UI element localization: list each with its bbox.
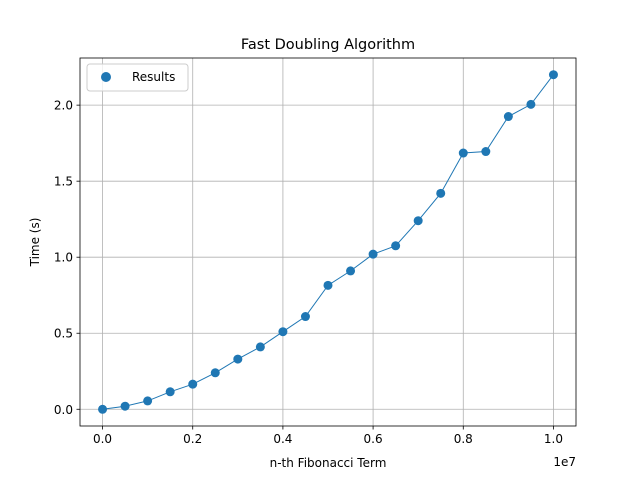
y-tick-label: 0.0 (54, 403, 73, 417)
x-tick-label: 0.0 (93, 432, 112, 446)
data-point (300, 312, 310, 322)
data-point (98, 404, 108, 414)
x-tick-label: 0.4 (273, 432, 292, 446)
data-point (188, 379, 198, 389)
data-point (143, 396, 153, 406)
x-tick-label: 0.8 (454, 432, 473, 446)
data-point (526, 99, 536, 109)
y-tick-label: 1.5 (54, 175, 73, 189)
data-point (481, 147, 491, 157)
data-point (210, 368, 220, 378)
y-axis-label: Time (s) (28, 218, 42, 268)
y-tick-label: 2.0 (54, 99, 73, 113)
plot-frame (79, 57, 577, 427)
data-point (165, 387, 175, 397)
data-point (255, 342, 265, 352)
grid (80, 58, 576, 426)
x-axis-label: n-th Fibonacci Term (270, 456, 387, 470)
data-point (503, 112, 513, 122)
data-point (278, 327, 288, 337)
data-point (413, 216, 423, 226)
x-tick-label: 0.6 (364, 432, 383, 446)
data-point (120, 401, 130, 411)
data-point (368, 249, 378, 259)
series-points (98, 70, 558, 414)
data-point (458, 148, 468, 158)
chart-title: Fast Doubling Algorithm (241, 37, 415, 53)
data-point (436, 188, 446, 198)
legend-marker (101, 72, 111, 82)
y-tick-label: 0.5 (54, 327, 73, 341)
x-offset-label: 1e7 (553, 455, 576, 469)
data-point (548, 70, 558, 80)
legend-box (86, 63, 189, 92)
legend: Results (86, 63, 189, 92)
ticks: 0.0 0.2 0.4 0.6 0.8 1.0 0.0 0.5 1.0 1.5 2.0 (54, 99, 563, 446)
y-tick-label: 1.0 (54, 251, 73, 265)
data-point (323, 280, 333, 290)
data-point (233, 354, 243, 364)
x-tick-label: 0.2 (183, 432, 202, 446)
x-tick-label: 1.0 (544, 432, 563, 446)
legend-label: Results (132, 70, 175, 84)
data-point (391, 241, 401, 251)
series-line (102, 74, 554, 410)
data-point (346, 266, 356, 276)
